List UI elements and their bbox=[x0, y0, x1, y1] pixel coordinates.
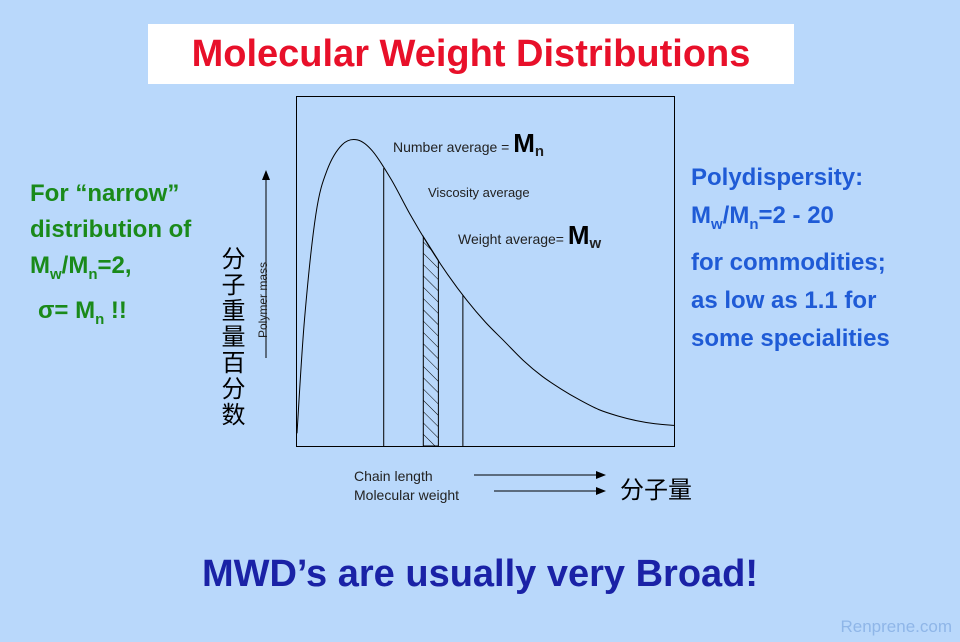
weight-average-label: Weight average= Mw bbox=[458, 220, 602, 252]
broad-mwd-statement: MWD’s are usually very Broad! bbox=[201, 553, 759, 595]
x-axis-label-cn: 分子量 bbox=[620, 477, 692, 504]
slide-title: Molecular Weight Distributions bbox=[191, 32, 751, 75]
title-box: Molecular Weight Distributions bbox=[148, 24, 794, 84]
polydispersity-note: Polydispersity: Mw/Mn=2 - 20 for commodi… bbox=[691, 164, 890, 352]
y-axis-label-cn: 分子重量百分数 bbox=[217, 246, 244, 428]
x-axis-label-chain: Chain length bbox=[354, 468, 433, 484]
viscosity-average-band bbox=[422, 234, 439, 447]
plot-frame bbox=[296, 96, 675, 447]
y-axis-label: Polymer mass bbox=[256, 262, 270, 339]
watermark: Renprene.com bbox=[840, 617, 952, 636]
x-axis-label-mw: Molecular weight bbox=[354, 487, 460, 503]
distribution-curve bbox=[296, 138, 675, 434]
x-axis-arrowhead-2 bbox=[596, 487, 606, 495]
y-axis-arrowhead bbox=[262, 170, 270, 180]
number-average-label: Number average = Mn bbox=[393, 128, 545, 160]
narrow-distribution-note: For “narrow” distribution of Mw/Mn=2, σ=… bbox=[30, 180, 192, 328]
viscosity-average-label: Viscosity average bbox=[428, 185, 530, 200]
x-axis-arrowhead-1 bbox=[596, 471, 606, 479]
